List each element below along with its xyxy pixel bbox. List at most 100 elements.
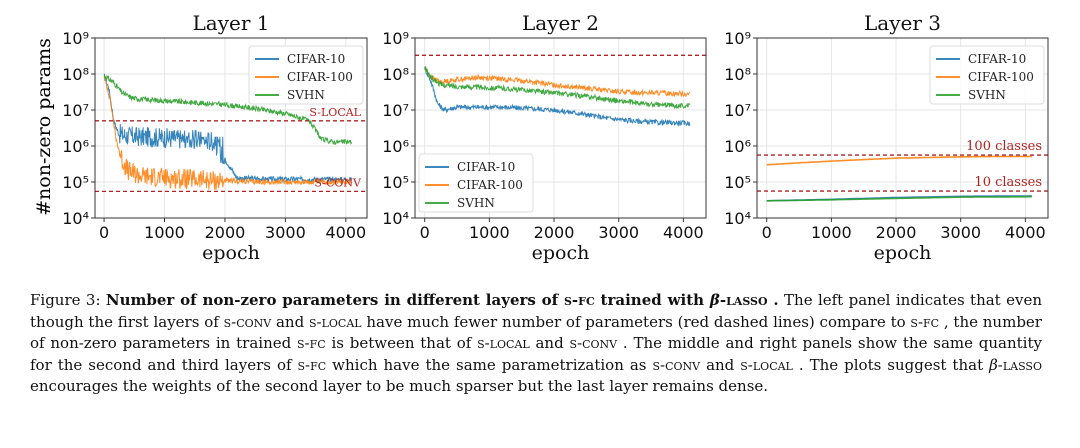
x-tick-label-2: 2000 (876, 223, 917, 242)
y-tick-label-0: 10⁴ (724, 209, 751, 228)
x-tick-label-0: 0 (420, 223, 430, 242)
caption-p9: and (700, 355, 741, 374)
x-axis-label: epoch (532, 242, 590, 264)
plot-frame (756, 37, 1049, 219)
y-tick-label-3: 10⁷ (62, 101, 89, 120)
caption-sconv-3: s-conv (652, 355, 701, 374)
caption-p2: and (271, 312, 309, 331)
legend-frame (929, 45, 1045, 105)
chart-title: Layer 2 (522, 11, 599, 35)
legend-label-svhn: SVHN (287, 88, 325, 102)
caption-bold-b: trained with (594, 291, 710, 309)
x-axis-label: epoch (874, 242, 932, 264)
chart-panel-2: 0 1000 2000 3000 4000 10⁴ 10⁵ 10⁶ 10⁷ 10⁸ 10⁹ Layer… (382, 11, 707, 264)
series-line-cifar-10 (424, 66, 691, 127)
y-tick-label-4: 10⁸ (382, 65, 409, 84)
legend-label-cifar-100: CIFAR-100 (968, 70, 1034, 84)
y-tick-label-3: 10⁷ (724, 101, 751, 120)
y-tick-label-2: 10⁶ (62, 137, 89, 156)
plot-frame (414, 37, 707, 219)
y-tick-label-2: 10⁶ (724, 137, 751, 156)
figure-panels: #non-zero params S-LOCAL S-CONV 0 1000 2000 3… (33, 11, 1049, 264)
caption-bold-lasso: -lasso (719, 291, 768, 309)
chart-panel-3: 100 classes 10 classes 0 1000 2000 3000 4000 10… (724, 11, 1049, 264)
series-line-cifar-10 (103, 73, 353, 184)
legend-label-cifar-100: CIFAR-100 (457, 178, 523, 192)
chart-title: Layer 1 (193, 11, 270, 35)
y-tick-label-5: 10⁹ (724, 29, 751, 48)
figure-ylabel: #non-zero params (33, 38, 55, 216)
y-tick-label-1: 10⁵ (382, 173, 409, 192)
reference-line-label-1: 100 classes (966, 139, 1042, 154)
y-tick-label-3: 10⁷ (382, 101, 409, 120)
reference-line-label-2: S-CONV (314, 176, 362, 189)
y-tick-label-5: 10⁹ (62, 29, 89, 48)
caption-sfc-1: s-fc (910, 312, 940, 331)
caption-bold-a: Number of non-zero parameters in differe… (105, 291, 564, 309)
legend-frame (248, 45, 364, 105)
y-tick-label-5: 10⁹ (382, 29, 409, 48)
caption-slocal-2: s-local (477, 334, 530, 353)
chart-title: Layer 3 (864, 11, 941, 35)
y-tick-label-0: 10⁴ (62, 209, 89, 228)
x-tick-label-2: 2000 (534, 223, 575, 242)
legend-label-svhn: SVHN (968, 88, 1006, 102)
x-tick-label-1: 1000 (144, 223, 185, 242)
x-tick-label-3: 3000 (940, 223, 981, 242)
x-tick-label-2: 2000 (205, 223, 246, 242)
legend-label-cifar-10: CIFAR-10 (968, 52, 1026, 66)
caption-p5: is between that of (325, 334, 478, 353)
plot-frame (94, 37, 368, 219)
reference-line-label-1: S-LOCAL (309, 106, 361, 119)
caption-bold-end: . (767, 291, 779, 309)
caption-p3: have much fewer number of parameters (re… (361, 312, 911, 331)
caption-lasso: -lasso (997, 355, 1042, 374)
series-line-svhn (424, 65, 691, 110)
legend-label-cifar-10: CIFAR-10 (287, 52, 345, 66)
x-tick-label-1: 1000 (469, 223, 510, 242)
legend-frame (418, 153, 534, 213)
reference-line-label-2: 10 classes (974, 175, 1042, 190)
caption-slocal-1: s-local (308, 312, 362, 331)
y-tick-label-0: 10⁴ (382, 209, 409, 228)
x-tick-label-4: 4000 (1005, 223, 1046, 242)
y-tick-label-1: 10⁵ (724, 173, 751, 192)
y-tick-label-4: 10⁸ (62, 65, 89, 84)
x-tick-label-0: 0 (762, 223, 772, 242)
caption-p4: , the number of non-zero parameters in t… (30, 312, 1042, 353)
caption-sfc-3: s-fc (297, 355, 327, 374)
caption-bold-sfc: s-fc (563, 291, 595, 309)
series-line-svhn (103, 74, 353, 146)
caption-sconv-2: s-conv (569, 334, 618, 353)
legend: CIFAR-10 CIFAR-100 SVHN (248, 45, 364, 105)
caption-p6: and (529, 334, 570, 353)
caption-p7: . The middle and right panels show the s… (30, 334, 1042, 374)
caption-bold-beta: β (709, 291, 720, 309)
caption-lead: Figure 3: (30, 291, 106, 309)
x-tick-label-4: 4000 (325, 223, 366, 242)
chart-panel-1: S-LOCAL S-CONV 0 1000 2000 3000 4000 10⁴ 10⁵ 10⁶ 1… (62, 11, 368, 264)
x-tick-label-1: 1000 (811, 223, 852, 242)
y-tick-label-4: 10⁸ (724, 65, 751, 84)
y-tick-label-1: 10⁵ (62, 173, 89, 192)
caption-slocal-3: s-local (740, 355, 793, 374)
figure-caption: Figure 3: Number of non-zero parameters … (30, 290, 1042, 398)
caption-sconv-1: s-conv (223, 312, 272, 331)
legend-label-cifar-100: CIFAR-100 (287, 70, 353, 84)
legend-label-svhn: SVHN (457, 196, 495, 210)
caption-sfc-2: s-fc (297, 334, 326, 353)
x-tick-label-4: 4000 (663, 223, 704, 242)
x-tick-label-3: 3000 (265, 223, 306, 242)
caption-p10: . The plots suggest that (792, 355, 990, 374)
x-tick-label-3: 3000 (598, 223, 639, 242)
caption-beta: β (989, 355, 998, 374)
x-axis-label: epoch (202, 242, 260, 264)
caption-p11: encourages the weights of the second lay… (30, 377, 769, 396)
legend: CIFAR-10 CIFAR-100 SVHN (418, 153, 534, 213)
y-tick-label-2: 10⁶ (382, 137, 409, 156)
series-line-cifar-100 (766, 155, 1032, 166)
legend: CIFAR-10 CIFAR-100 SVHN (929, 45, 1045, 105)
x-tick-label-0: 0 (99, 223, 109, 242)
caption-p1: The left panel indicates that even thoug… (30, 291, 1042, 331)
